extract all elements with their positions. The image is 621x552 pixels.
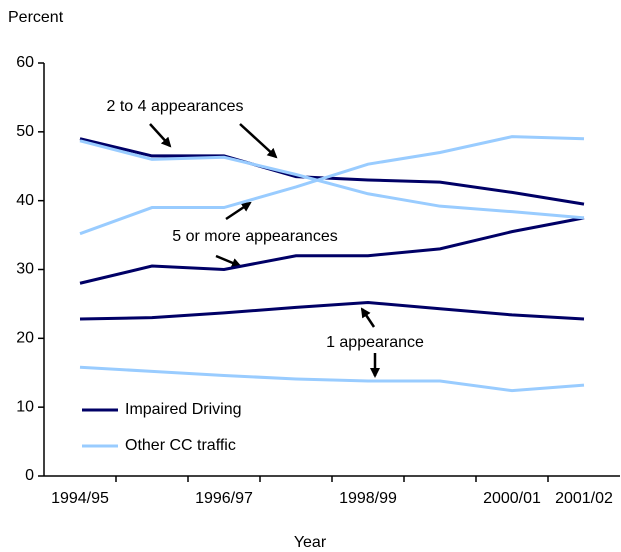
y-axis-label: Percent [8,9,64,26]
y-tick-label: 30 [16,261,34,278]
x-tick-label: 1994/95 [51,490,109,507]
arrow [149,123,172,148]
annotation: 1 appearance [326,334,424,351]
series-line [79,216,585,285]
y-tick-label: 50 [16,123,34,140]
legend-label: Other CC traffic [125,437,236,454]
arrow [215,254,242,268]
annotation: 2 to 4 appearances [107,98,244,115]
arrow [360,307,376,328]
x-tick-label: 1998/99 [339,490,397,507]
annotation: 5 or more appearances [172,228,337,245]
x-tick-label: 1996/97 [195,490,253,507]
legend-label: Impaired Driving [125,401,241,418]
arrow [225,201,252,221]
series-line [79,137,585,206]
y-tick-label: 10 [16,398,34,415]
x-tick-label: 2001/02 [555,490,613,507]
y-tick-label: 0 [25,467,34,484]
x-tick-label: 2000/01 [483,490,541,507]
y-tick-label: 40 [16,192,34,209]
arrow [239,123,278,159]
series-line [79,301,585,321]
x-axis-label: Year [294,534,327,551]
series-line [79,365,585,393]
y-tick-label: 60 [16,54,34,71]
y-tick-label: 20 [16,330,34,347]
series-line [79,139,585,220]
series-line [79,135,585,236]
